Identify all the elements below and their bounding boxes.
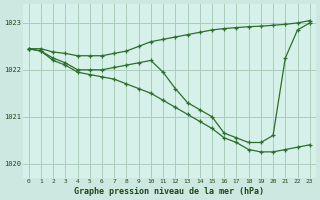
X-axis label: Graphe pression niveau de la mer (hPa): Graphe pression niveau de la mer (hPa) — [74, 187, 264, 196]
